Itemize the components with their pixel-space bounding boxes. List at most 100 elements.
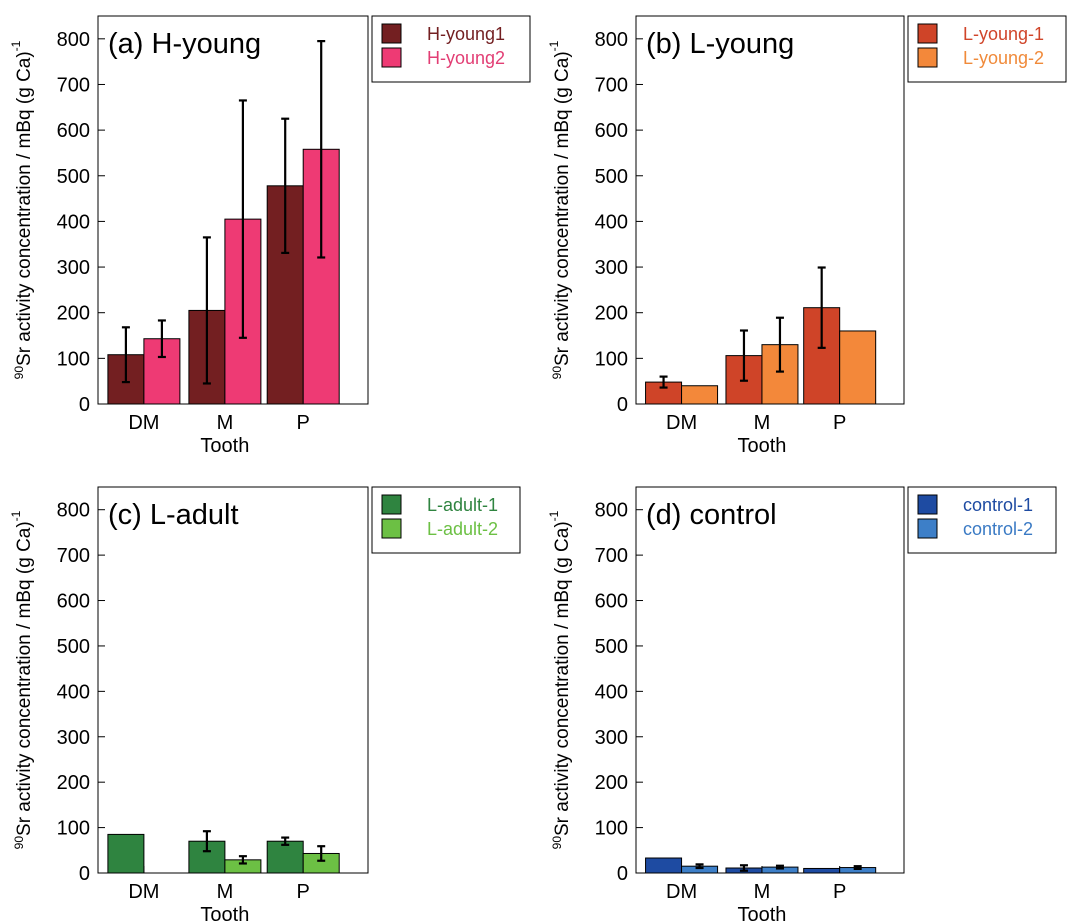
y-axis-label-exponent: -1 <box>9 40 23 51</box>
plot-frame <box>635 486 905 874</box>
x-tick-label: P <box>297 412 310 434</box>
chart-panel-1: 0 100 200 300 400 500 600 700 800 90Sr activity c… <box>9 15 531 457</box>
y-tick-label: 300 <box>57 727 90 749</box>
y-tick-label: 600 <box>57 591 90 613</box>
y-tick-label: 700 <box>57 74 90 96</box>
bar-L-young-2-P <box>839 330 877 405</box>
y-tick-label: 800 <box>595 29 628 51</box>
legend-label: L-adult-2 <box>427 519 498 539</box>
y-tick-label: 400 <box>595 211 628 233</box>
x-tick-label: DM <box>128 881 159 903</box>
y-axis-label-superscript: 90 <box>550 836 564 850</box>
x-tick-label: M <box>754 412 771 434</box>
y-tick-label: 500 <box>595 636 628 658</box>
chart-panel-2: 0 100 200 300 400 500 600 700 800 90Sr activity c… <box>547 15 1067 457</box>
x-tick-label: M <box>754 881 771 903</box>
x-axis-label: Tooth <box>737 435 786 457</box>
x-tick-label: P <box>833 412 846 434</box>
y-tick-label: 300 <box>595 727 628 749</box>
y-tick-label: 100 <box>595 348 628 370</box>
x-axis-label: Tooth <box>200 904 249 923</box>
y-tick-label: 800 <box>57 500 90 522</box>
y-tick-label: 400 <box>57 681 90 703</box>
panel-title: (b) L-young <box>646 28 794 60</box>
y-axis-label-superscript: 90 <box>12 836 26 850</box>
y-tick-label: 600 <box>57 120 90 142</box>
y-axis-label: 90Sr activity concentration / mBq (g Ca)… <box>547 510 573 849</box>
legend: L-adult-1 L-adult-2 <box>371 486 521 554</box>
x-axis-label: Tooth <box>737 904 786 923</box>
legend-label: control-1 <box>963 495 1033 515</box>
bar-control-1-P <box>803 867 841 874</box>
legend: H-young1 H-young2 <box>371 15 531 83</box>
y-tick-label: 800 <box>57 29 90 51</box>
y-tick-label: 200 <box>595 303 628 325</box>
legend-label: L-young-2 <box>963 48 1044 68</box>
y-axis-label: 90Sr activity concentration / mBq (g Ca)… <box>9 40 35 379</box>
x-tick-label: M <box>217 412 234 434</box>
legend-swatch <box>381 494 402 515</box>
bar-control-1-DM <box>645 857 683 874</box>
y-axis-label-text: Sr activity concentration / mBq (g Ca) <box>552 51 573 366</box>
y-tick-label: 200 <box>595 772 628 794</box>
y-tick-label: 400 <box>595 681 628 703</box>
x-tick-label: DM <box>128 412 159 434</box>
legend-label: L-adult-1 <box>427 495 498 515</box>
y-axis-label-text: Sr activity concentration / mBq (g Ca) <box>14 51 35 366</box>
y-tick-label: 600 <box>595 120 628 142</box>
legend-label: control-2 <box>963 519 1033 539</box>
y-tick-label: 0 <box>79 394 90 416</box>
y-tick-label: 600 <box>595 591 628 613</box>
legend-swatch <box>381 47 402 68</box>
y-axis-label-exponent: -1 <box>547 510 561 521</box>
y-axis-label-exponent: -1 <box>547 40 561 51</box>
y-tick-label: 300 <box>595 257 628 279</box>
legend-label: L-young-1 <box>963 24 1044 44</box>
x-tick-label: DM <box>666 881 697 903</box>
legend: control-1 control-2 <box>907 486 1057 554</box>
legend-swatch <box>917 47 938 68</box>
y-tick-label: 400 <box>57 211 90 233</box>
bar-L-adult-1-P <box>266 840 304 874</box>
legend-swatch <box>381 518 402 539</box>
legend-swatch <box>381 23 402 44</box>
y-tick-label: 100 <box>57 818 90 840</box>
y-tick-label: 0 <box>617 394 628 416</box>
x-axis-label: Tooth <box>200 435 249 457</box>
panel-title: (a) H-young <box>108 28 261 60</box>
y-tick-label: 700 <box>595 74 628 96</box>
x-tick-label: P <box>833 881 846 903</box>
x-tick-label: DM <box>666 412 697 434</box>
y-tick-label: 800 <box>595 500 628 522</box>
legend-swatch <box>917 494 938 515</box>
legend-label: H-young2 <box>427 48 505 68</box>
plot-frame <box>97 486 369 874</box>
legend: L-young-1 L-young-2 <box>907 15 1067 83</box>
bar-L-adult-1-DM <box>107 833 145 874</box>
y-axis-label-text: Sr activity concentration / mBq (g Ca) <box>552 521 573 836</box>
bar-H-young2-DM <box>143 338 181 405</box>
panel-title: (d) control <box>646 499 777 531</box>
y-axis-label: 90Sr activity concentration / mBq (g Ca)… <box>547 40 573 379</box>
bar-L-young-2-DM <box>681 385 719 405</box>
y-axis-label: 90Sr activity concentration / mBq (g Ca)… <box>9 510 35 849</box>
y-axis-label-text: Sr activity concentration / mBq (g Ca) <box>14 521 35 836</box>
y-tick-label: 100 <box>595 818 628 840</box>
y-tick-label: 500 <box>57 636 90 658</box>
x-tick-label: P <box>297 881 310 903</box>
y-tick-label: 100 <box>57 348 90 370</box>
x-tick-label: M <box>217 881 234 903</box>
chart-panel-4: 0 100 200 300 400 500 600 700 800 90Sr activity c… <box>547 486 1057 923</box>
y-tick-label: 200 <box>57 303 90 325</box>
panel-title: (c) L-adult <box>108 499 239 531</box>
legend-label: H-young1 <box>427 24 505 44</box>
legend-swatch <box>917 518 938 539</box>
y-axis-label-exponent: -1 <box>9 510 23 521</box>
y-axis-label-superscript: 90 <box>12 366 26 380</box>
y-tick-label: 500 <box>57 166 90 188</box>
y-tick-label: 300 <box>57 257 90 279</box>
y-tick-label: 700 <box>57 545 90 567</box>
y-tick-label: 0 <box>79 863 90 885</box>
y-tick-label: 500 <box>595 166 628 188</box>
